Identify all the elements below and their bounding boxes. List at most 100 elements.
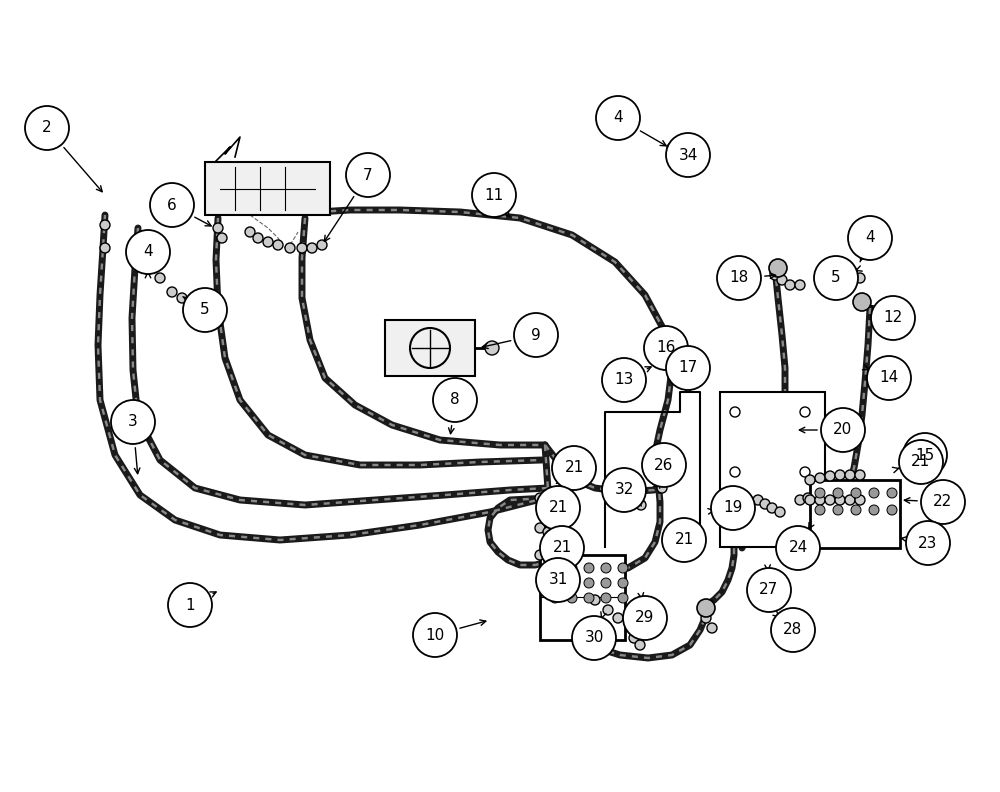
Text: 8: 8 xyxy=(450,393,460,408)
Circle shape xyxy=(855,273,865,283)
Circle shape xyxy=(535,493,545,503)
Text: 30: 30 xyxy=(584,630,604,645)
Circle shape xyxy=(126,230,170,274)
Circle shape xyxy=(628,497,638,507)
Circle shape xyxy=(869,488,879,498)
Circle shape xyxy=(297,243,307,253)
Circle shape xyxy=(143,263,153,273)
Text: 11: 11 xyxy=(484,188,504,203)
Circle shape xyxy=(711,486,755,530)
Circle shape xyxy=(601,563,611,573)
Text: 32: 32 xyxy=(614,482,634,497)
Circle shape xyxy=(691,163,701,173)
Circle shape xyxy=(602,468,646,512)
Circle shape xyxy=(795,495,805,505)
Text: 13: 13 xyxy=(614,372,634,387)
Circle shape xyxy=(139,256,157,274)
Circle shape xyxy=(769,259,787,277)
Circle shape xyxy=(701,613,711,623)
Circle shape xyxy=(785,280,795,290)
Circle shape xyxy=(263,237,273,247)
Text: 5: 5 xyxy=(831,271,841,285)
Text: 1: 1 xyxy=(185,597,195,612)
Text: 9: 9 xyxy=(531,328,541,342)
Circle shape xyxy=(618,593,628,603)
Circle shape xyxy=(543,527,553,537)
Circle shape xyxy=(717,256,761,300)
Circle shape xyxy=(602,358,646,402)
Circle shape xyxy=(485,341,499,355)
Text: 23: 23 xyxy=(918,535,938,550)
Circle shape xyxy=(584,578,594,588)
Circle shape xyxy=(317,240,327,250)
Circle shape xyxy=(543,497,553,507)
Circle shape xyxy=(921,480,965,524)
Circle shape xyxy=(825,471,835,481)
Circle shape xyxy=(747,568,791,612)
Text: 18: 18 xyxy=(729,271,749,285)
Circle shape xyxy=(795,280,805,290)
Circle shape xyxy=(217,233,227,243)
Bar xyxy=(540,555,625,640)
Text: 21: 21 xyxy=(564,460,584,475)
Circle shape xyxy=(815,495,825,505)
Circle shape xyxy=(815,505,825,515)
Text: 16: 16 xyxy=(656,341,676,356)
Text: 4: 4 xyxy=(613,111,623,125)
Circle shape xyxy=(550,563,560,573)
Text: 15: 15 xyxy=(915,447,935,463)
Text: 22: 22 xyxy=(933,494,953,509)
Circle shape xyxy=(777,275,787,285)
Text: 3: 3 xyxy=(128,414,138,429)
Circle shape xyxy=(662,518,706,562)
Bar xyxy=(385,320,475,376)
Circle shape xyxy=(835,495,845,505)
Circle shape xyxy=(550,593,560,603)
Text: 31: 31 xyxy=(548,573,568,588)
Circle shape xyxy=(285,243,295,253)
Circle shape xyxy=(833,488,843,498)
Circle shape xyxy=(903,433,947,477)
Circle shape xyxy=(760,499,770,509)
Circle shape xyxy=(776,526,820,570)
Circle shape xyxy=(413,613,457,657)
Circle shape xyxy=(150,183,194,227)
Circle shape xyxy=(245,227,255,237)
Circle shape xyxy=(869,505,879,515)
Circle shape xyxy=(887,488,897,498)
Circle shape xyxy=(661,453,679,471)
Circle shape xyxy=(871,296,915,340)
Circle shape xyxy=(845,495,855,505)
Bar xyxy=(205,162,330,215)
Circle shape xyxy=(644,326,688,370)
Circle shape xyxy=(848,216,892,260)
Circle shape xyxy=(851,505,861,515)
Circle shape xyxy=(100,243,110,253)
Circle shape xyxy=(683,157,693,167)
Bar xyxy=(720,392,825,547)
Circle shape xyxy=(346,153,390,197)
Circle shape xyxy=(213,223,223,233)
Text: 20: 20 xyxy=(833,422,853,437)
Text: 21: 21 xyxy=(911,455,931,470)
Circle shape xyxy=(853,293,871,311)
Circle shape xyxy=(821,408,865,452)
Circle shape xyxy=(636,500,646,510)
Circle shape xyxy=(851,488,861,498)
Circle shape xyxy=(845,470,855,480)
Circle shape xyxy=(666,346,710,390)
Circle shape xyxy=(613,613,623,623)
Circle shape xyxy=(847,267,857,277)
Circle shape xyxy=(815,473,825,483)
Circle shape xyxy=(629,633,639,643)
Circle shape xyxy=(835,470,845,480)
Circle shape xyxy=(770,270,780,280)
Text: 21: 21 xyxy=(552,540,572,555)
Circle shape xyxy=(867,356,911,400)
Circle shape xyxy=(550,578,560,588)
Circle shape xyxy=(433,378,477,422)
Circle shape xyxy=(167,287,177,297)
Circle shape xyxy=(753,495,763,505)
Circle shape xyxy=(25,106,69,150)
Circle shape xyxy=(814,256,858,300)
